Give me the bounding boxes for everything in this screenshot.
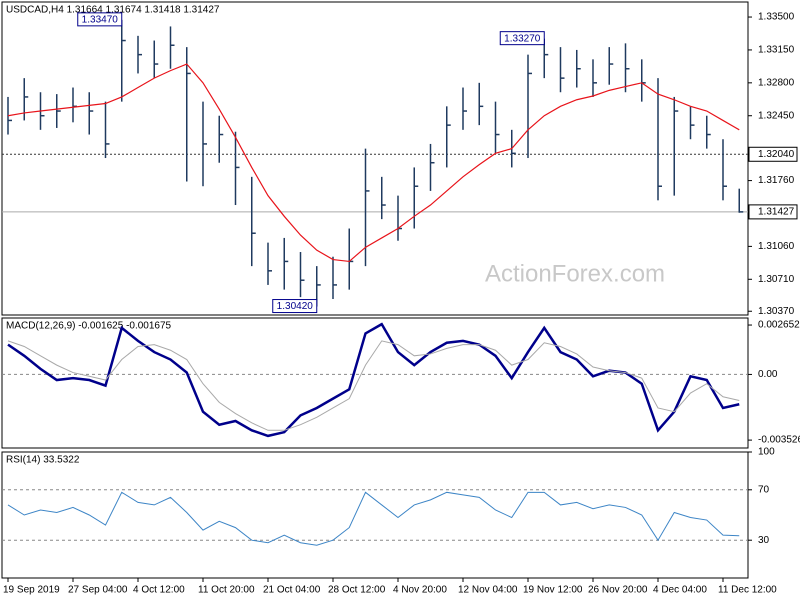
- x-tick-label: 28 Oct 12:00: [328, 585, 386, 596]
- y-tick-label: 70: [758, 484, 770, 495]
- annotation-box: [77, 12, 123, 27]
- x-tick-label: 19 Sep 2019: [3, 585, 60, 596]
- price-label-box: [748, 146, 798, 162]
- x-tick-label: 12 Nov 04:00: [458, 585, 518, 596]
- watermark: ActionForex.com: [485, 260, 665, 287]
- x-tick-label: 21 Oct 04:00: [263, 585, 321, 596]
- y-tick-label: 1.32800: [758, 77, 795, 88]
- annotation-label: 1.33470: [82, 14, 119, 25]
- x-tick-label: 4 Oct 12:00: [133, 585, 185, 596]
- price-label: 1.31427: [758, 207, 795, 218]
- moving-average: [7, 63, 740, 263]
- y-tick-label: 1.30710: [758, 274, 795, 285]
- indicator-line: [7, 491, 740, 546]
- y-tick-label: 0.00: [758, 369, 778, 380]
- y-tick-label: 100: [758, 447, 775, 458]
- y-tick-label: 1.30370: [758, 306, 795, 317]
- x-tick-label: 11 Oct 20:00: [198, 585, 255, 596]
- annotation-label: 1.33270: [504, 33, 541, 44]
- price-label-box: [748, 204, 798, 220]
- panel-frame: [1, 1, 749, 316]
- x-tick-label: 19 Nov 12:00: [523, 585, 583, 596]
- x-tick-label: 11 Dec 12:00: [718, 585, 777, 596]
- y-tick-label: 0.002652: [758, 320, 800, 331]
- y-tick-label: 1.31060: [758, 241, 795, 252]
- annotation-box: [499, 31, 545, 46]
- x-tick-label: 26 Nov 20:00: [588, 585, 648, 596]
- panel-title: MACD(12,26,9) -0.001625 -0.001675: [6, 321, 172, 332]
- y-tick-label: 1.33150: [758, 45, 795, 56]
- x-tick-label: 4 Dec 04:00: [653, 585, 707, 596]
- price-label: 1.32040: [758, 149, 795, 160]
- x-tick-label: 4 Nov 20:00: [393, 585, 447, 596]
- panel-frame: [1, 317, 749, 449]
- y-tick-label: 1.31760: [758, 175, 795, 186]
- indicator-line: [7, 322, 740, 438]
- annotation-box: [272, 299, 318, 314]
- y-tick-label: -0.003526: [758, 435, 800, 446]
- indicator-line: [7, 340, 740, 431]
- panel-title: USDCAD,H4 1.31664 1.31674 1.31418 1.3142…: [6, 5, 220, 16]
- annotation-label: 1.30420: [277, 301, 314, 312]
- y-tick-label: 1.33500: [758, 12, 795, 23]
- y-tick-label: 30: [758, 535, 770, 546]
- panel-frame: [1, 451, 749, 579]
- x-tick-label: 27 Sep 04:00: [68, 585, 128, 596]
- panel-title: RSI(14) 33.5322: [6, 455, 80, 466]
- y-tick-label: 1.32450: [758, 110, 795, 121]
